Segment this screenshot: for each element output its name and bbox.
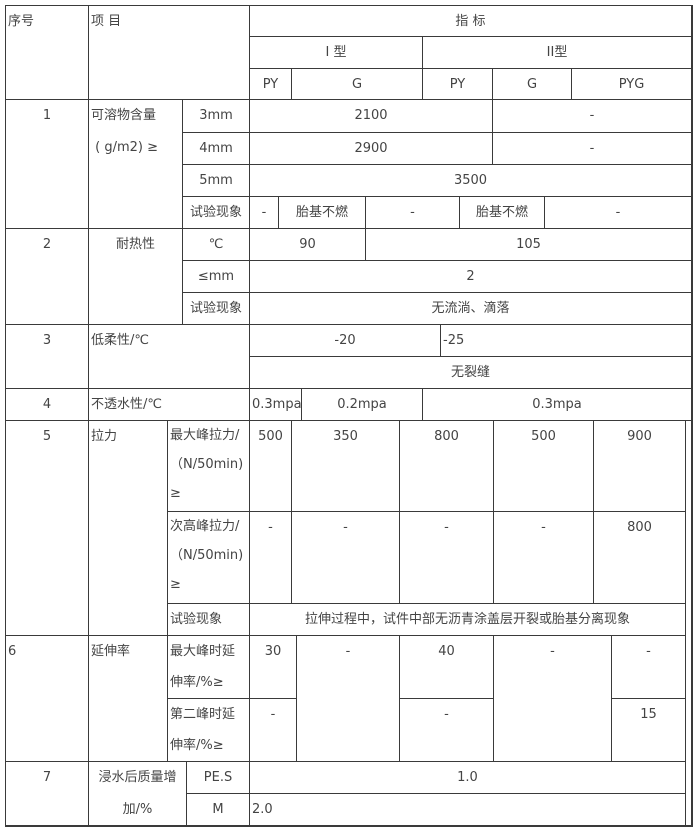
sub-label: M (186, 793, 250, 826)
sub-label: ℃ (182, 228, 250, 261)
value-cell: - (291, 511, 400, 604)
row-label: 低柔性/℃ (88, 324, 250, 389)
value-cell: 0.2mpa (301, 388, 423, 421)
value-cell: 500 (249, 420, 292, 512)
value-cell: 2100 (249, 99, 493, 133)
value-cell: - (249, 511, 292, 604)
value-cell: 90 (249, 228, 366, 261)
edge-cell (685, 420, 692, 826)
value-cell: 0.3mpa (422, 388, 692, 421)
row-label: 浸水后质量增 加/% (88, 761, 187, 826)
value-cell: - (611, 635, 686, 699)
row-label: 耐热性 (88, 228, 183, 325)
value-cell: - (493, 635, 612, 762)
header-col: G (492, 68, 572, 100)
sub-label: 最大峰时延 伸率/%≥ (167, 635, 250, 699)
value-cell: 2 (249, 260, 692, 293)
value-cell: 900 (593, 420, 686, 512)
sub-label: 最大峰拉力/ （N/50min) ≥ (167, 420, 250, 512)
value-cell: - (544, 196, 692, 229)
row-label: 不透水性/℃ (88, 388, 250, 421)
value-cell: - (296, 635, 400, 762)
header-type1: I 型 (249, 36, 423, 69)
sub-label: 5mm (182, 164, 250, 197)
value-cell: 40 (399, 635, 494, 699)
sub-label: 3mm (182, 99, 250, 133)
value-cell: 350 (291, 420, 400, 512)
header-indicator: 指 标 (249, 5, 692, 37)
row-seq: 2 (5, 228, 89, 325)
value-cell: 500 (493, 420, 594, 512)
row-label: 拉力 (88, 420, 168, 636)
value-cell: 1.0 (249, 761, 686, 794)
header-col: PY (422, 68, 493, 100)
sub-label: 试验现象 (182, 196, 250, 229)
header-col: PY (249, 68, 292, 100)
value-cell: 无流淌、滴落 (249, 292, 692, 325)
value-cell: 胎基不燃 (278, 196, 366, 229)
value-cell: 15 (611, 698, 686, 762)
row-seq: 7 (5, 761, 89, 826)
row-label: 可溶物含量 ( g/m2) ≥ (88, 99, 183, 229)
value-cell: -25 (440, 324, 692, 357)
sub-label: 次高峰拉力/ （N/50min) ≥ (167, 511, 250, 604)
header-seq: 序号 (5, 5, 89, 100)
header-type2: II型 (422, 36, 692, 69)
sub-label: PE.S (186, 761, 250, 794)
value-cell: -20 (249, 324, 441, 357)
value-cell: - (365, 196, 460, 229)
sub-label: 4mm (182, 132, 250, 165)
row-seq: 6 (5, 635, 89, 762)
value-cell: 拉伸过程中，试件中部无沥青涂盖层开裂或胎基分离现象 (249, 603, 686, 636)
value-cell: - (399, 511, 494, 604)
sub-label: 试验现象 (182, 292, 250, 325)
value-cell: 800 (399, 420, 494, 512)
row-seq: 3 (5, 324, 89, 389)
value-cell: - (492, 132, 692, 165)
value-cell: 30 (249, 635, 297, 699)
value-cell: 800 (593, 511, 686, 604)
sub-label: 试验现象 (167, 603, 250, 636)
value-cell: 2.0 (249, 793, 686, 826)
header-col: PYG (571, 68, 692, 100)
value-cell: - (399, 698, 494, 762)
row-seq: 1 (5, 99, 89, 229)
sub-label: ≤mm (182, 260, 250, 293)
header-item: 项 目 (88, 5, 250, 100)
value-cell: 3500 (249, 164, 692, 197)
value-cell: 2900 (249, 132, 493, 165)
header-col: G (291, 68, 423, 100)
row-seq: 4 (5, 388, 89, 421)
value-cell: 胎基不燃 (459, 196, 545, 229)
value-cell: - (493, 511, 594, 604)
sub-label: 第二峰时延 伸率/%≥ (167, 698, 250, 762)
row-seq: 5 (5, 420, 89, 636)
value-cell: - (249, 196, 279, 229)
value-cell: 105 (365, 228, 692, 261)
row-label: 延伸率 (88, 635, 168, 762)
value-cell: 0.3mpa (249, 388, 302, 421)
value-cell: 无裂缝 (249, 356, 692, 389)
value-cell: - (492, 99, 692, 133)
value-cell: - (249, 698, 297, 762)
